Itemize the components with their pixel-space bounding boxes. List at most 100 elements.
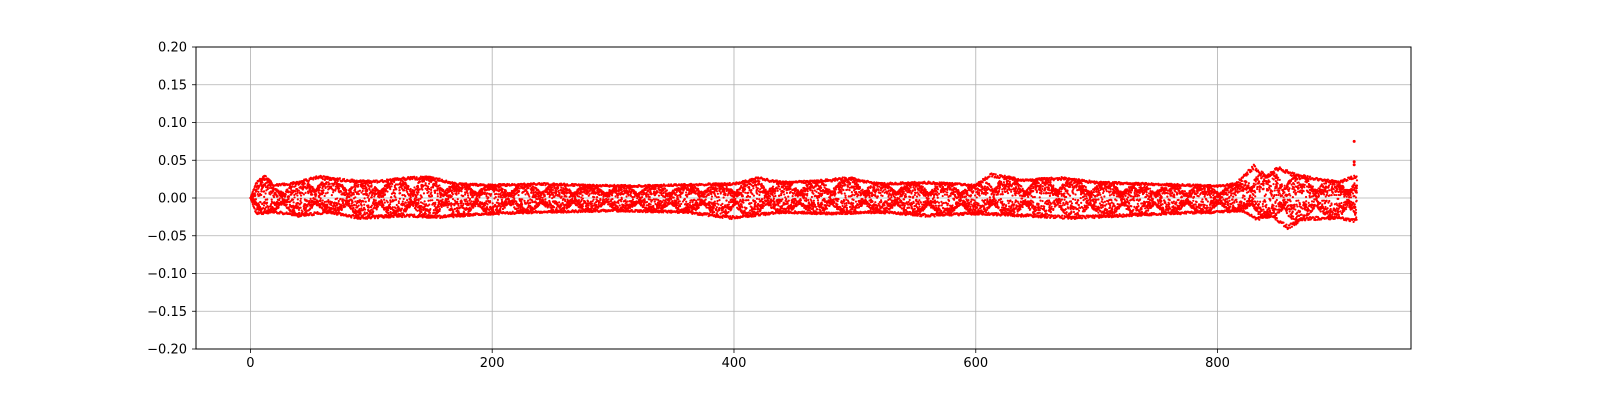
data-point <box>351 201 354 204</box>
data-point <box>329 185 333 188</box>
data-point <box>362 200 365 203</box>
data-point <box>417 191 420 194</box>
data-point <box>372 210 375 213</box>
data-point <box>531 200 534 203</box>
data-point <box>451 191 454 195</box>
data-point <box>438 177 441 180</box>
data-point <box>299 206 302 209</box>
data-point <box>361 189 364 193</box>
data-point <box>364 200 367 203</box>
data-point <box>303 182 306 185</box>
data-point <box>265 189 268 192</box>
data-point <box>424 204 427 207</box>
data-point <box>294 190 297 193</box>
data-point <box>457 192 460 195</box>
data-point <box>456 200 459 203</box>
data-point <box>404 195 407 198</box>
data-point <box>267 205 270 208</box>
data-point <box>401 215 404 219</box>
data-point <box>558 201 561 204</box>
data-point <box>598 201 601 204</box>
data-point <box>461 186 464 189</box>
data-point <box>524 193 527 196</box>
data-point <box>462 202 465 205</box>
data-point <box>383 201 386 204</box>
data-point <box>367 194 370 197</box>
data-point <box>427 185 430 188</box>
data-point <box>436 195 439 198</box>
data-point <box>418 180 422 183</box>
data-point <box>284 192 287 196</box>
data-point <box>415 176 418 179</box>
data-point <box>496 198 499 201</box>
data-point <box>592 198 595 201</box>
data-point <box>348 202 351 205</box>
data-point <box>344 205 347 208</box>
data-point <box>541 196 544 199</box>
data-point <box>260 211 263 214</box>
data-point <box>287 190 290 194</box>
data-point <box>360 204 363 207</box>
data-point <box>486 203 489 206</box>
data-point <box>446 206 449 209</box>
data-point <box>370 185 373 188</box>
data-point <box>530 191 533 194</box>
data-point <box>296 191 299 194</box>
data-point <box>395 188 398 191</box>
data-point <box>489 201 492 204</box>
data-point <box>490 192 493 196</box>
data-point <box>340 190 343 193</box>
data-point <box>450 195 453 198</box>
data-point <box>392 188 395 192</box>
data-point <box>476 200 479 203</box>
data-point <box>411 203 415 207</box>
data-point <box>435 181 438 184</box>
data-point <box>330 194 333 197</box>
data-point <box>438 188 441 191</box>
data-point <box>447 200 450 203</box>
data-point <box>326 185 329 188</box>
data-point <box>254 198 258 201</box>
data-point <box>464 193 467 196</box>
data-point <box>259 200 262 204</box>
data-point <box>260 180 263 183</box>
data-point <box>368 188 371 191</box>
data-point <box>560 186 563 189</box>
data-point <box>350 216 353 219</box>
data-point <box>300 194 303 197</box>
data-point <box>305 199 308 202</box>
data-point <box>287 197 290 201</box>
data-point <box>338 177 341 180</box>
data-point <box>386 190 389 193</box>
data-point <box>466 189 469 193</box>
data-point <box>550 186 554 189</box>
data-point <box>390 196 393 199</box>
data-point <box>466 200 469 203</box>
data-point <box>375 208 378 211</box>
data-point <box>277 206 280 209</box>
data-point <box>433 191 437 194</box>
data-point <box>319 199 322 202</box>
data-point <box>417 202 420 205</box>
data-point <box>394 196 397 199</box>
data-point <box>466 192 469 195</box>
data-point <box>257 190 260 193</box>
data-point <box>370 204 374 207</box>
data-point <box>465 198 468 201</box>
data-point <box>393 192 397 195</box>
data-point <box>272 196 276 199</box>
data-point <box>306 205 309 208</box>
data-point <box>251 203 254 206</box>
data-point <box>394 207 397 210</box>
data-point <box>258 177 262 180</box>
data-point <box>321 178 325 181</box>
data-point <box>266 187 269 191</box>
data-point <box>262 204 266 207</box>
data-point <box>260 193 263 197</box>
data-point <box>352 193 355 196</box>
data-point <box>620 198 623 201</box>
data-point <box>287 195 291 198</box>
data-point <box>367 199 370 202</box>
data-point <box>456 198 459 201</box>
data-point <box>388 183 391 186</box>
